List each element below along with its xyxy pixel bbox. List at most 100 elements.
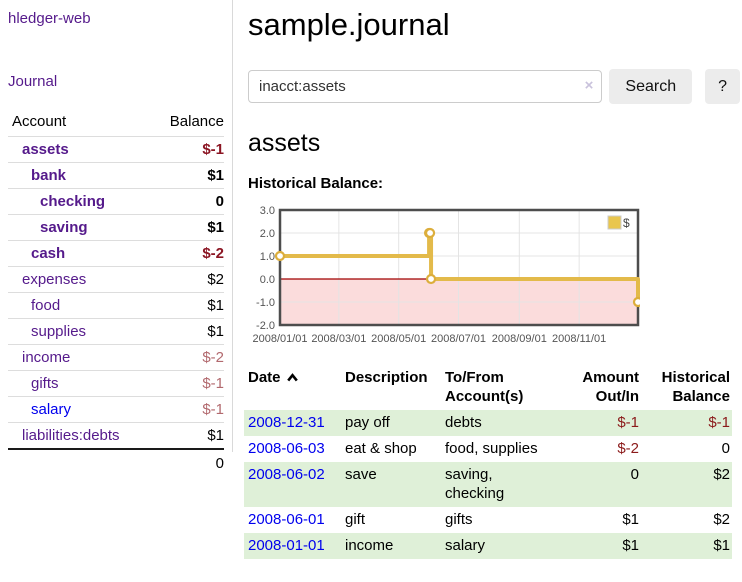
transaction-amount: $1 [622,537,639,554]
transaction-date-link[interactable]: 2008-12-31 [248,414,325,431]
register-header-description: Description [345,369,428,386]
transaction-amount: $-1 [617,414,639,431]
account-balance: $-1 [149,370,224,397]
register-row: 2008-06-01 gift gifts $1 $2 [244,507,732,533]
account-balance: $1 [149,292,224,319]
svg-text:3.0: 3.0 [260,205,275,217]
svg-text:0.0: 0.0 [260,274,275,286]
svg-text:2008/03/01: 2008/03/01 [311,333,366,345]
transaction-date-link[interactable]: 2008-01-01 [248,537,325,554]
account-balance: $-2 [149,240,224,267]
account-link-cash[interactable]: cash [31,245,66,262]
account-row: gifts $-1 [8,370,224,397]
register-row: 2008-12-31 pay off debts $-1 $-1 [244,410,732,436]
account-balance: $-1 [149,136,224,163]
transaction-balance: $-1 [708,414,730,431]
search-input[interactable] [248,70,603,103]
account-row: supplies $1 [8,318,224,345]
accounts-header-row: Account Balance [8,108,224,137]
balance-column-header: Balance [149,108,224,137]
account-link-saving[interactable]: saving [40,219,88,236]
svg-text:2008/07/01: 2008/07/01 [431,333,486,345]
sort-ascending-icon [286,373,298,382]
register-row: 2008-06-02 save saving, checking 0 $2 [244,462,732,507]
account-row: assets $-1 [8,136,224,163]
sidebar: hledger-web Journal Account Balance asse… [0,0,233,477]
account-link-income[interactable]: income [22,349,71,366]
account-row: expenses $2 [8,266,224,293]
register-header-balance: Historical Balance [661,369,730,405]
register-header-amount: Amount Out/In [582,369,639,405]
transaction-date-link[interactable]: 2008-06-03 [248,440,325,457]
account-row: bank $1 [8,162,224,189]
search-button[interactable]: Search [609,69,693,104]
svg-text:2008/05/01: 2008/05/01 [371,333,426,345]
transaction-accounts: food, supplies [445,440,538,457]
account-link-gifts[interactable]: gifts [31,375,59,392]
transaction-amount: $1 [622,511,639,528]
transaction-amount: $-2 [617,440,639,457]
account-balance: 0 [149,188,224,215]
search-help-button[interactable]: ? [705,69,740,104]
account-balance: $-1 [149,396,224,423]
account-balance: $1 [149,162,224,189]
transaction-description: eat & shop [345,440,417,457]
register-row: 2008-01-01 income salary $1 $1 [244,533,732,559]
account-link-liabilities-debts[interactable]: liabilities:debts [22,427,120,444]
account-balance: $1 [149,422,224,450]
transaction-description: income [345,537,394,554]
transaction-balance: $2 [713,511,730,528]
transaction-amount: 0 [630,466,639,483]
transaction-date-link[interactable]: 2008-06-01 [248,511,325,528]
account-row: liabilities:debts $1 [8,422,224,450]
transaction-accounts: gifts [445,511,473,528]
svg-text:2008/09/01: 2008/09/01 [492,333,547,345]
register-header-accounts: To/From Account(s) [445,369,524,405]
account-row: income $-2 [8,344,224,371]
account-balance: $1 [149,318,224,345]
svg-text:1.0: 1.0 [260,251,275,263]
accounts-total-row: 0 [8,448,224,477]
chart-label: Historical Balance: [248,175,384,192]
transaction-accounts: salary [445,537,486,554]
page-title: sample.journal [248,7,450,42]
transaction-balance: $2 [713,466,730,483]
account-link-food[interactable]: food [31,297,61,314]
svg-text:2.0: 2.0 [260,228,275,240]
account-link-salary[interactable]: salary [31,401,72,418]
accounts-table: Account Balance assets $-1 bank $1 check… [8,108,224,477]
transaction-accounts: saving, checking [445,466,505,502]
account-link-checking[interactable]: checking [40,193,106,210]
register-row: 2008-06-03 eat & shop food, supplies $-2… [244,436,732,462]
account-link-supplies[interactable]: supplies [31,323,87,340]
account-balance: $1 [149,214,224,241]
app-title-link[interactable]: hledger-web [8,10,91,27]
account-row: food $1 [8,292,224,319]
register-header-row: Date Description To/From Account(s) Amou… [244,364,732,410]
transaction-description: save [345,466,377,483]
register-header-date[interactable]: Date [244,364,341,410]
svg-text:-1.0: -1.0 [256,297,275,309]
transaction-date-link[interactable]: 2008-06-02 [248,466,325,483]
clear-search-icon[interactable]: × [584,77,594,94]
account-row: saving $1 [8,214,224,241]
account-balance: $2 [149,266,224,293]
svg-text:$: $ [623,216,630,230]
accounts-total-value: 0 [149,448,224,477]
account-link-bank[interactable]: bank [31,167,67,184]
svg-text:2008/11/01: 2008/11/01 [552,333,606,345]
main-content: sample.journal × Search ? assets Histori… [244,0,740,559]
account-link-assets[interactable]: assets [22,141,69,158]
account-page-title: assets [248,129,321,157]
svg-text:2008/01/01: 2008/01/01 [252,333,307,345]
transaction-balance: 0 [721,440,730,457]
transaction-balance: $1 [713,537,730,554]
search-form: × Search ? [248,69,740,104]
account-row: salary $-1 [8,396,224,423]
svg-text:-2.0: -2.0 [256,320,275,332]
transaction-description: gift [345,511,366,528]
register-table: Date Description To/From Account(s) Amou… [244,364,732,559]
nav-journal-link[interactable]: Journal [8,73,58,90]
account-link-expenses[interactable]: expenses [22,271,87,288]
